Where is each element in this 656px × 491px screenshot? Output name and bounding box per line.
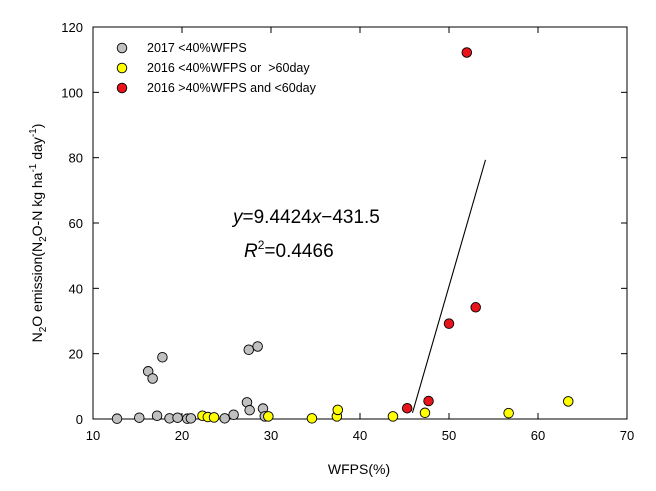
x-tick-label: 60 bbox=[531, 428, 545, 443]
data-point-series-1 bbox=[332, 404, 344, 416]
data-point-series-1 bbox=[263, 411, 274, 422]
data-point-series-2 bbox=[470, 302, 481, 313]
data-point-series-1 bbox=[563, 396, 574, 407]
axes: 10 20 30 40 50 60 70 0 20 40 60 80 100 120 bbox=[61, 20, 634, 443]
data-point-series-2 bbox=[443, 318, 455, 329]
x-tick-label: 40 bbox=[353, 428, 367, 443]
y-tick-label: 100 bbox=[61, 85, 83, 100]
r-squared-label: R2=0.4466 bbox=[244, 238, 334, 262]
y-tick-label: 60 bbox=[69, 216, 83, 231]
x-tick-label: 20 bbox=[175, 428, 189, 443]
data-point-series-0 bbox=[157, 352, 168, 363]
x-tick-label: 50 bbox=[442, 428, 456, 443]
data-point-series-2 bbox=[461, 47, 473, 58]
data-points bbox=[111, 47, 574, 424]
data-point-series-0 bbox=[243, 344, 254, 355]
regression-equation: y=9.4424x−431.5 bbox=[231, 207, 380, 228]
legend-label-2016-high: 2016 >40%WFPS and <60day bbox=[147, 81, 317, 95]
legend-label-2016-low: 2016 <40%WFPS or >60day bbox=[147, 61, 310, 75]
data-point-series-1 bbox=[419, 407, 431, 419]
data-point-series-1 bbox=[387, 411, 399, 422]
data-point-series-0 bbox=[228, 409, 239, 421]
x-tick-label: 10 bbox=[86, 428, 100, 443]
data-point-series-2 bbox=[423, 395, 434, 407]
data-point-series-1 bbox=[503, 407, 514, 419]
data-point-series-0 bbox=[185, 413, 197, 424]
data-point-series-0 bbox=[244, 404, 255, 416]
y-tick-label: 0 bbox=[76, 412, 83, 427]
legend-marker-2017 bbox=[116, 42, 128, 54]
data-point-series-0 bbox=[151, 410, 163, 421]
legend-marker-2016-low bbox=[116, 62, 128, 74]
y-tick-label: 40 bbox=[69, 281, 83, 296]
legend: 2017 <40%WFPS 2016 <40%WFPS or >60day 20… bbox=[116, 41, 317, 95]
y-axis-title: N2O emission(N2O-N kg ha-1 day-1) bbox=[28, 124, 49, 343]
data-point-series-0 bbox=[219, 413, 230, 424]
y-tick-label: 80 bbox=[69, 151, 83, 166]
x-tick-label: 70 bbox=[620, 428, 634, 443]
x-tick-label: 30 bbox=[264, 428, 278, 443]
regression-line bbox=[411, 159, 487, 413]
data-point-series-1 bbox=[306, 413, 318, 424]
y-tick-label: 120 bbox=[61, 20, 83, 35]
y-tick-label: 20 bbox=[69, 347, 83, 362]
data-point-series-0 bbox=[172, 412, 183, 423]
data-point-series-0 bbox=[111, 413, 123, 424]
x-axis-title: WFPS(%) bbox=[328, 461, 390, 477]
data-point-series-0 bbox=[134, 412, 145, 423]
legend-marker-2016-high bbox=[116, 82, 128, 94]
data-point-series-1 bbox=[208, 412, 220, 423]
regression-layer bbox=[411, 159, 487, 413]
data-point-series-0 bbox=[252, 341, 263, 352]
data-point-series-0 bbox=[147, 373, 158, 384]
data-point-series-2 bbox=[401, 402, 413, 414]
legend-label-2017: 2017 <40%WFPS bbox=[147, 41, 247, 55]
